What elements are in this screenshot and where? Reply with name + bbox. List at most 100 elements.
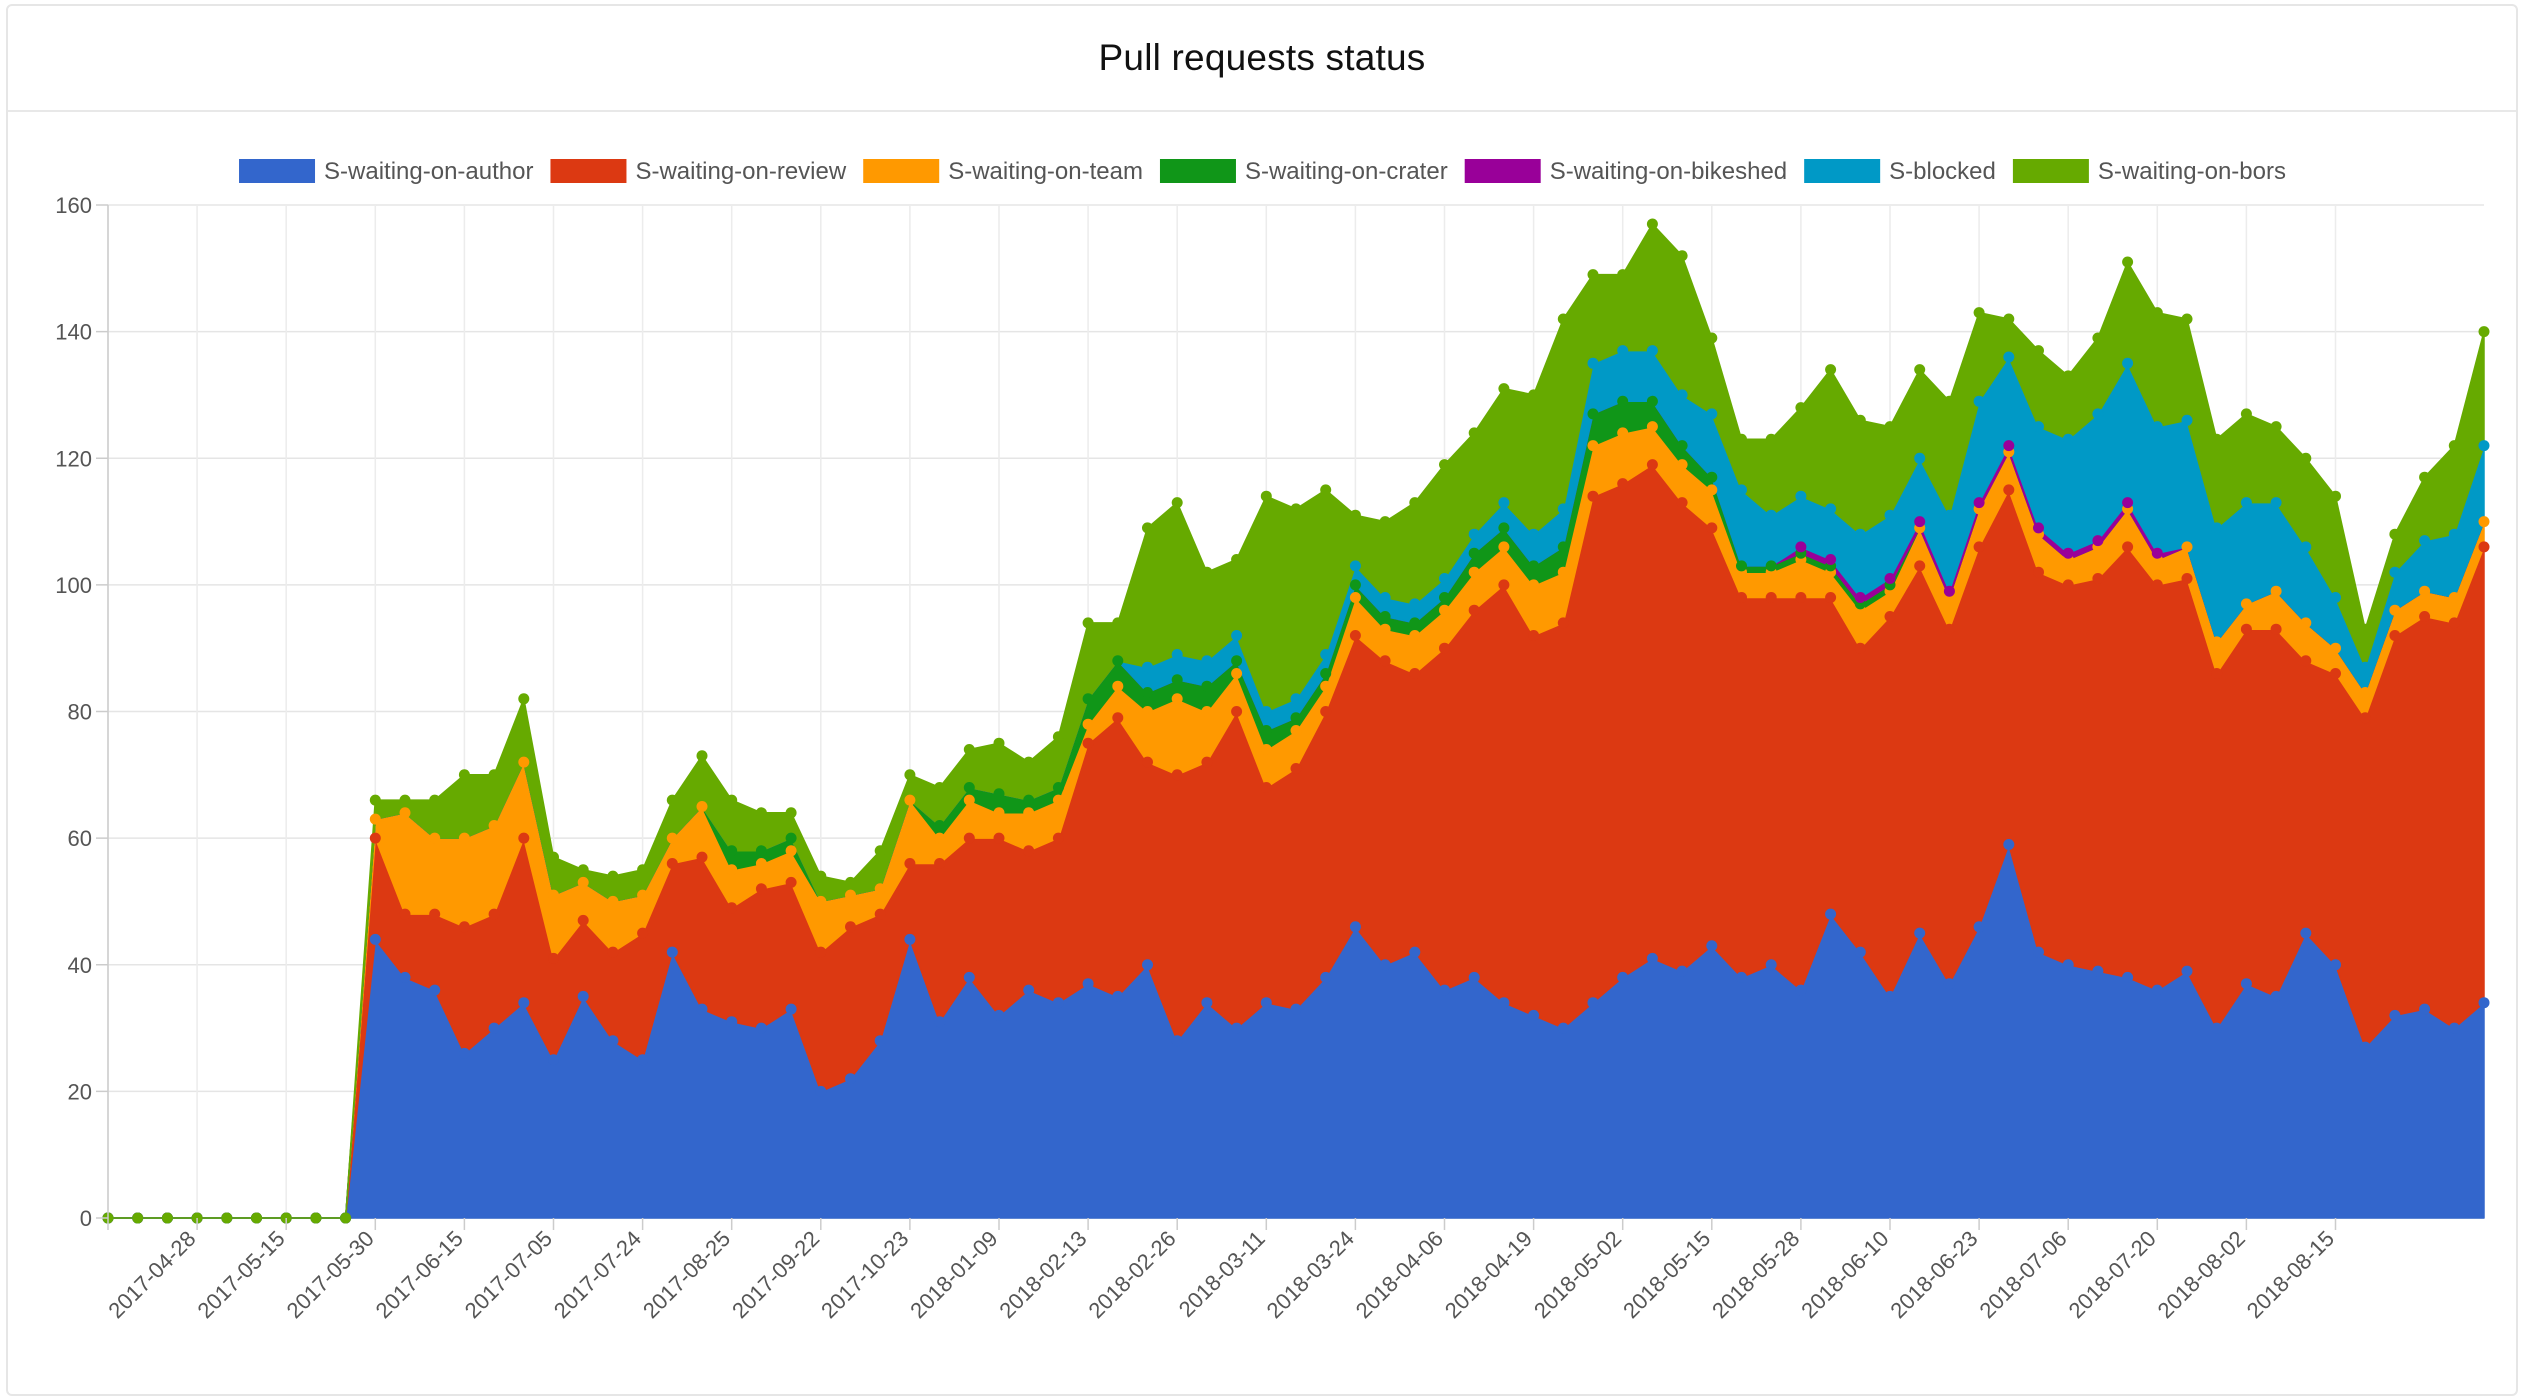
data-point: [1468, 604, 1480, 616]
data-point: [2181, 414, 2193, 426]
data-point: [1825, 908, 1837, 920]
data-point: [2478, 997, 2490, 1009]
legend-label: S-waiting-on-author: [324, 158, 533, 185]
data-point: [2181, 541, 2193, 553]
data-point: [518, 693, 530, 705]
data-point: [963, 744, 975, 755]
data-point: [1439, 984, 1450, 996]
data-point: [1052, 997, 1064, 1009]
data-point: [399, 971, 411, 983]
data-point: [2033, 522, 2044, 534]
data-point: [2448, 592, 2460, 603]
x-tick-label: 2018-06-10: [1796, 1226, 1893, 1323]
data-point: [1023, 845, 1035, 857]
data-point: [1409, 946, 1421, 958]
data-point: [1884, 990, 1896, 1002]
data-point: [1528, 389, 1540, 401]
legend[interactable]: S-waiting-on-author S-waiting-on-review S-…: [237, 157, 2286, 185]
legend-item-S-waiting-on-bors[interactable]: S-waiting-on-bors: [2010, 157, 2286, 185]
data-point: [963, 971, 975, 983]
data-point: [1646, 421, 1658, 433]
data-point: [1914, 364, 1926, 376]
data-point: [1142, 959, 1153, 971]
data-point: [1171, 674, 1183, 686]
x-tick-label: 2018-07-06: [1974, 1226, 2071, 1323]
data-point: [2092, 965, 2104, 977]
data-point: [1409, 598, 1421, 610]
data-point: [2389, 1009, 2401, 1021]
data-point: [1973, 497, 1985, 509]
data-point: [874, 908, 886, 920]
data-point: [2270, 623, 2282, 635]
data-point: [458, 832, 470, 844]
data-point: [1231, 706, 1243, 717]
data-point: [1557, 313, 1569, 325]
data-point: [1557, 541, 1569, 553]
data-point: [726, 902, 738, 914]
data-point: [1795, 984, 1807, 996]
data-point: [1379, 516, 1391, 528]
data-point: [1409, 617, 1421, 629]
legend-item-S-waiting-on-crater[interactable]: S-waiting-on-crater: [1157, 157, 1448, 185]
data-point: [1676, 440, 1688, 452]
data-point: [2330, 592, 2341, 603]
data-point: [1112, 655, 1124, 667]
data-point: [993, 737, 1005, 749]
data-point: [696, 851, 708, 863]
data-point: [429, 908, 441, 920]
data-point: [1706, 940, 1718, 952]
data-point: [1439, 604, 1450, 616]
data-point: [755, 858, 767, 869]
data-point: [488, 908, 500, 920]
x-tick-label: 2018-05-15: [1618, 1226, 1715, 1323]
data-point: [1349, 592, 1361, 603]
data-point: [607, 870, 619, 882]
legend-swatch: [548, 157, 629, 185]
data-point: [1468, 528, 1480, 540]
data-point: [2330, 668, 2341, 679]
points-S-waiting-on-author: [102, 839, 2490, 1224]
data-point: [161, 1212, 173, 1224]
data-point: [2330, 959, 2341, 971]
data-point: [369, 933, 381, 945]
data-point: [1736, 971, 1747, 983]
data-point: [2151, 421, 2163, 433]
data-point: [1914, 452, 1926, 464]
data-point: [1201, 680, 1213, 692]
y-tick-label: 40: [68, 953, 92, 978]
data-point: [2003, 440, 2015, 452]
data-point: [874, 1035, 886, 1047]
data-point: [399, 794, 411, 806]
data-point: [1349, 579, 1361, 591]
data-point: [1587, 440, 1599, 452]
data-point: [904, 769, 916, 781]
x-tick-label: 2018-03-11: [1174, 1226, 1270, 1322]
data-point: [369, 794, 381, 806]
data-point: [2003, 351, 2015, 363]
legend-item-S-waiting-on-team[interactable]: S-waiting-on-team: [861, 157, 1143, 185]
data-point: [1231, 1022, 1243, 1034]
data-point: [2270, 990, 2282, 1002]
data-point: [1439, 573, 1450, 584]
data-point: [785, 1003, 797, 1015]
x-tick-label: 2018-05-28: [1707, 1226, 1804, 1323]
data-point: [815, 870, 827, 882]
data-point: [1706, 484, 1718, 496]
data-point: [1795, 402, 1807, 414]
data-point: [1112, 617, 1124, 629]
data-point: [1795, 490, 1807, 502]
data-point: [2240, 623, 2252, 635]
legend-item-S-waiting-on-author[interactable]: S-waiting-on-author: [237, 157, 533, 185]
data-point: [429, 794, 441, 806]
y-tick-label: 0: [80, 1206, 92, 1231]
data-point: [1646, 459, 1658, 471]
data-point: [607, 1035, 619, 1047]
legend-item-S-waiting-on-review[interactable]: S-waiting-on-review: [548, 157, 847, 185]
legend-item-S-waiting-on-bikeshed[interactable]: S-waiting-on-bikeshed: [1462, 157, 1787, 185]
data-point: [429, 832, 441, 844]
legend-item-S-blocked[interactable]: S-blocked: [1802, 157, 1996, 185]
data-point: [1498, 383, 1510, 395]
data-point: [1765, 959, 1777, 971]
data-point: [2478, 440, 2490, 452]
data-point: [666, 832, 678, 844]
